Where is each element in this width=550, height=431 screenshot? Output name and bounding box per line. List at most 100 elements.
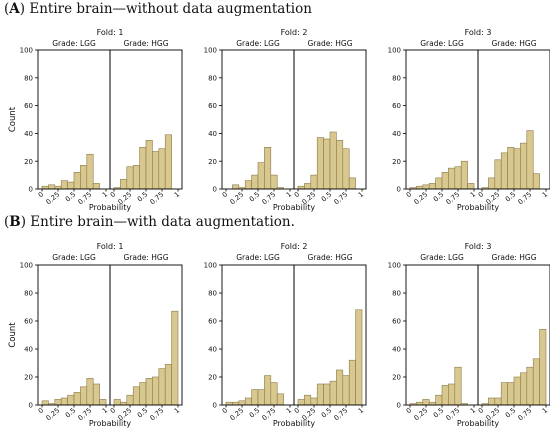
facet-title: Grade: LGG <box>236 253 280 262</box>
fold-title: Fold: 2 <box>281 242 308 251</box>
histogram-bar <box>422 399 430 406</box>
histogram-bar <box>158 368 166 406</box>
histogram-bar <box>92 183 100 190</box>
x-axis-label: Probability <box>89 203 132 212</box>
histogram-bar <box>336 140 344 190</box>
histogram-bar <box>86 378 94 406</box>
x-tick-label: 0.5 <box>248 406 261 419</box>
x-tick-label: 0.5 <box>320 190 333 203</box>
x-tick-label: 1 <box>469 190 477 199</box>
x-tick-label: 0.5 <box>136 190 149 203</box>
histogram-bar <box>244 397 252 406</box>
histogram-bar <box>92 383 100 406</box>
y-tick-label: 40 <box>24 346 33 354</box>
histogram-bar <box>41 400 49 406</box>
histogram-bar <box>164 134 172 190</box>
x-tick-label: 0.5 <box>504 406 517 419</box>
histogram-bar <box>532 173 540 190</box>
y-tick-label: 60 <box>24 318 33 326</box>
section-a-title: (A) Entire brain—without data augmentati… <box>4 1 312 17</box>
histogram-bar <box>316 383 324 406</box>
x-tick-label: 1 <box>469 406 477 415</box>
x-tick-label: 0.75 <box>149 190 166 206</box>
x-tick-label: 1 <box>357 190 365 199</box>
histogram-bar <box>460 160 468 190</box>
x-tick-label: 0.25 <box>413 406 430 422</box>
y-tick-label: 40 <box>208 130 217 138</box>
histogram-bar <box>329 380 337 406</box>
histogram-bar <box>132 386 140 406</box>
histogram-bar <box>494 397 502 406</box>
histogram-bar <box>145 378 153 406</box>
histogram-bar <box>164 364 172 406</box>
histogram-bar <box>520 142 528 190</box>
histogram-bar <box>152 151 160 190</box>
x-tick-label: 0.75 <box>149 406 166 422</box>
histogram-bar <box>435 394 443 406</box>
x-tick-label: 0.5 <box>248 190 261 203</box>
section-b-letter: B <box>9 214 21 230</box>
facet-title: Grade: HGG <box>123 39 168 48</box>
histogram-bar <box>532 358 540 406</box>
histogram-bar <box>500 382 508 406</box>
histogram-bar <box>270 382 278 406</box>
y-tick-label: 40 <box>392 346 401 354</box>
x-tick-label: 1 <box>173 190 181 199</box>
histogram-bar <box>304 183 312 190</box>
histogram-bar <box>310 174 318 190</box>
y-tick-label: 100 <box>388 47 401 55</box>
facet-title: Grade: HGG <box>491 39 536 48</box>
y-tick-label: 40 <box>24 130 33 138</box>
histogram-bar <box>126 166 134 190</box>
x-tick-label: 0.5 <box>504 190 517 203</box>
x-tick-label: 0.25 <box>229 190 246 206</box>
y-tick-label: 20 <box>24 158 33 166</box>
y-tick-label: 20 <box>208 374 217 382</box>
histogram-bar <box>448 383 456 406</box>
x-tick-label: 1 <box>285 406 293 415</box>
histogram-bar <box>80 386 88 406</box>
y-tick-label: 80 <box>392 290 401 298</box>
histogram-bar <box>60 180 68 190</box>
x-tick-label: 1 <box>541 406 549 415</box>
histogram-bar <box>232 184 240 190</box>
fold-title: Fold: 3 <box>465 28 492 37</box>
histogram-bar <box>132 165 140 190</box>
histogram-bar <box>67 181 75 190</box>
histogram-bar <box>316 137 324 190</box>
histogram-bar <box>454 166 462 190</box>
x-tick-label: 0 <box>405 190 413 199</box>
x-tick-label: 0.5 <box>64 190 77 203</box>
x-axis-label: Probability <box>273 419 316 428</box>
y-tick-label: 20 <box>392 158 401 166</box>
y-tick-label: 80 <box>24 74 33 82</box>
histogram-bar <box>520 372 528 406</box>
histogram-bar <box>276 393 284 406</box>
histogram-bar <box>348 359 356 406</box>
histogram-bar <box>422 184 430 190</box>
histogram-bar <box>270 174 278 190</box>
histogram-bar <box>454 366 462 406</box>
fold-title: Fold: 2 <box>281 28 308 37</box>
facet-frame <box>293 264 367 406</box>
facet-frame <box>477 264 550 406</box>
x-axis-label: Probability <box>273 203 316 212</box>
histogram-bar <box>342 148 350 190</box>
facet-title: Grade: LGG <box>420 253 464 262</box>
facet-title: Grade: LGG <box>236 39 280 48</box>
x-tick-label: 0.75 <box>517 406 534 422</box>
y-tick-label: 60 <box>24 102 33 110</box>
x-axis-label: Probability <box>89 419 132 428</box>
x-tick-label: 0.25 <box>413 190 430 206</box>
histogram-bar <box>323 383 331 406</box>
histogram-bar <box>73 172 81 190</box>
section-b-title: (B) Entire brain—with data augmentation. <box>4 214 295 230</box>
histogram-bar <box>257 162 265 190</box>
y-tick-label: 20 <box>392 374 401 382</box>
facet-title: Grade: HGG <box>491 253 536 262</box>
histogram-bar <box>158 148 166 190</box>
histogram-bar <box>526 130 534 190</box>
x-tick-label: 0 <box>477 190 485 199</box>
